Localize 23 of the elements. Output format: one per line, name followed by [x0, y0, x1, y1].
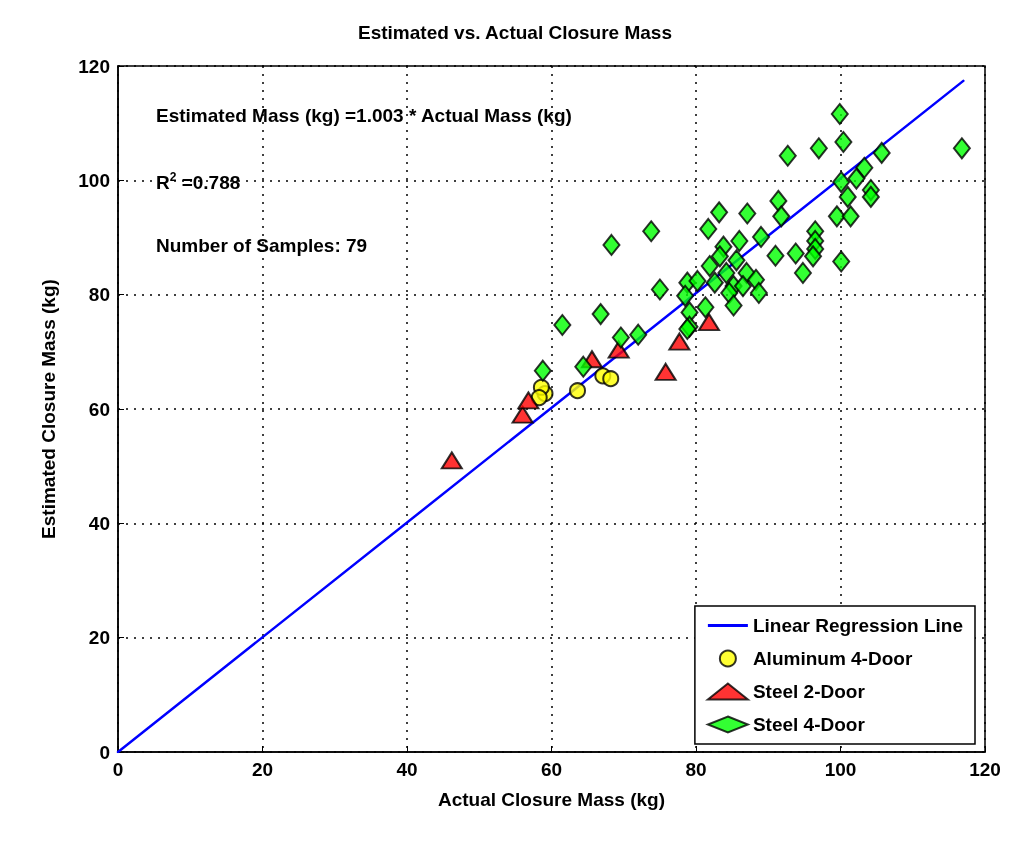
annotation: Estimated Mass (kg) =1.003 * Actual Mass (kg) — [156, 105, 572, 126]
y-tick-label: 80 — [88, 284, 110, 306]
legend-label: Steel 4-Door — [752, 714, 866, 735]
x-tick-label: 120 — [969, 759, 1001, 780]
x-tick-label: 40 — [396, 759, 418, 780]
y-axis-title: Estimated Closure Mass (kg) — [38, 279, 59, 539]
x-axis-title: Actual Closure Mass (kg) — [438, 789, 665, 810]
y-tick-label: 120 — [78, 55, 110, 77]
x-tick-label: 0 — [112, 759, 124, 780]
y-tick-label: 60 — [88, 398, 110, 420]
y-tick-label: 40 — [88, 512, 110, 534]
legend-label: Steel 2-Door — [752, 681, 866, 702]
legend-label: Aluminum 4-Door — [752, 648, 913, 669]
y-tick-label: 0 — [99, 741, 110, 763]
annotation: Number of Samples: 79 — [156, 235, 368, 256]
x-tick-label: 60 — [540, 759, 563, 780]
y-tick-label: 100 — [78, 169, 110, 191]
x-tick-label: 20 — [251, 759, 274, 780]
y-tick-label: 20 — [88, 627, 110, 649]
legend-label: Linear Regression Line — [752, 615, 964, 636]
chart-title: Estimated vs. Actual Closure Mass — [358, 22, 672, 43]
x-tick-label: 100 — [824, 759, 857, 780]
x-tick-label: 80 — [685, 759, 707, 780]
